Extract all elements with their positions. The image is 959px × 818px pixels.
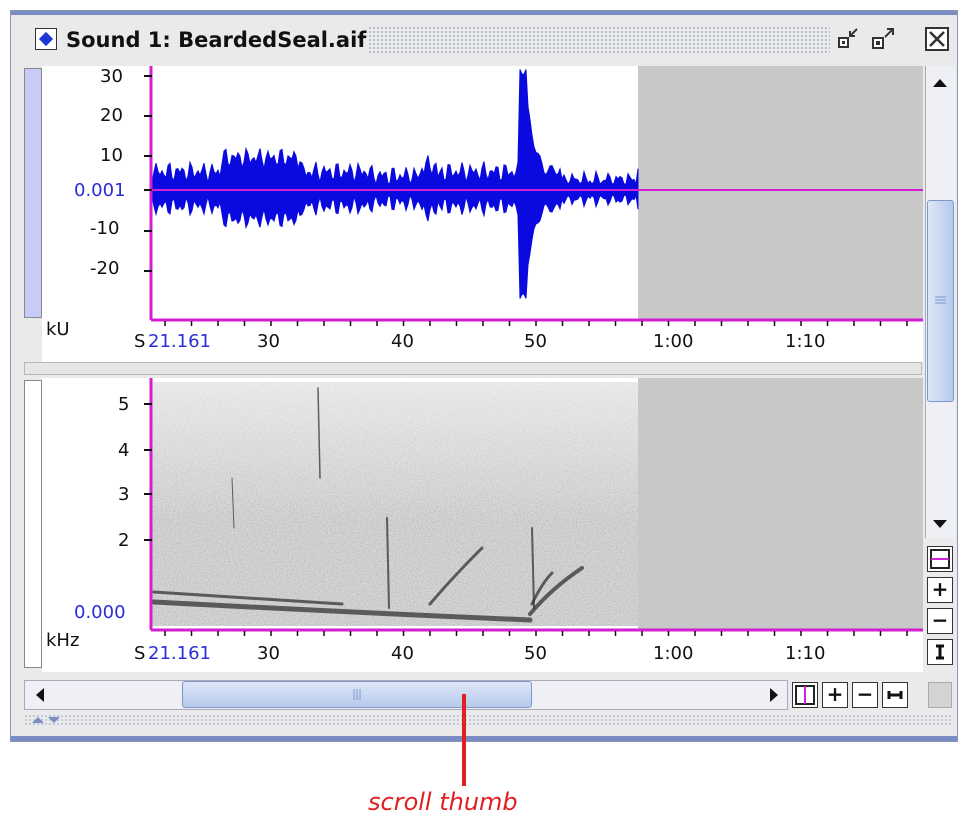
y-tick-label: 30 <box>100 66 123 87</box>
callout-pointer-line <box>462 694 466 786</box>
y-tick-label: 3 <box>118 484 130 505</box>
horizontal-zoom-out-button[interactable]: − <box>852 682 878 708</box>
y-tick-label: 10 <box>100 145 123 166</box>
grip-icon <box>353 689 361 700</box>
x-ticks <box>164 631 908 636</box>
scroll-up-icon[interactable] <box>927 70 953 96</box>
scroll-down-icon[interactable] <box>927 510 953 536</box>
scroll-left-icon[interactable] <box>28 682 52 708</box>
time-tick-label: 1:00 <box>653 331 694 352</box>
vertical-full-range-button[interactable] <box>927 639 953 665</box>
vertical-zoom-in-button[interactable]: + <box>927 577 953 603</box>
call-trace <box>528 566 584 616</box>
horizontal-zoom-in-button[interactable]: + <box>822 682 848 708</box>
call-trace <box>152 590 344 606</box>
x-ticks <box>164 321 908 326</box>
fit-vertical-icon <box>930 549 950 569</box>
y-tick-label-current: 0.001 <box>74 180 126 201</box>
unrecorded-region <box>638 66 923 320</box>
callout-label: scroll thumb <box>368 788 518 816</box>
seal-call-traces <box>151 387 584 623</box>
horizontal-fit-button[interactable] <box>792 682 818 708</box>
window-title: Sound 1: BeardedSeal.aif <box>66 28 367 52</box>
call-trace <box>386 517 390 609</box>
time-tick-label: 50 <box>524 643 547 664</box>
unit-label: kU <box>46 319 70 340</box>
y-tick-label: 5 <box>118 394 130 415</box>
vertical-fit-button[interactable] <box>927 546 953 572</box>
spectrogram-view[interactable]: 5 4 3 2 0.000 kHz S 21.161 30 40 50 1:00… <box>42 378 923 672</box>
y-tick-label: -10 <box>90 218 120 239</box>
close-icon[interactable] <box>922 24 952 54</box>
full-range-vertical-icon <box>936 644 944 660</box>
time-tick-label: 40 <box>391 331 414 352</box>
time-prefix: S <box>134 331 146 352</box>
unit-label: kHz <box>46 630 80 651</box>
y-tick-label: 20 <box>100 105 123 126</box>
maximize-icon[interactable] <box>868 24 898 54</box>
horizontal-scroll-thumb[interactable] <box>182 681 532 708</box>
spectrogram-plot <box>144 378 923 636</box>
scroll-right-icon[interactable] <box>762 682 786 708</box>
y-ticks <box>144 75 152 272</box>
call-trace <box>531 527 535 609</box>
horizontal-full-range-button[interactable] <box>882 682 908 708</box>
resize-grip[interactable] <box>24 714 952 726</box>
panel-divider[interactable] <box>24 362 922 375</box>
call-trace <box>428 546 484 606</box>
y-tick-label: 2 <box>118 530 130 551</box>
vertical-scroll-thumb[interactable] <box>927 200 954 402</box>
waveform-selection-strip[interactable] <box>24 68 42 318</box>
expand-collapse-icon[interactable] <box>30 713 70 725</box>
time-tick-label: 50 <box>524 331 547 352</box>
waveform-plot <box>144 66 923 326</box>
time-start: 21.161 <box>148 331 211 352</box>
fit-horizontal-icon <box>795 685 815 705</box>
y-tick-label: -20 <box>90 258 120 279</box>
time-start: 21.161 <box>148 643 211 664</box>
y-ticks <box>144 403 152 541</box>
call-trace <box>231 477 235 529</box>
full-range-horizontal-icon <box>887 691 903 699</box>
call-trace <box>151 599 533 623</box>
time-tick-label: 1:10 <box>785 643 826 664</box>
grip-icon <box>935 296 946 304</box>
y-tick-label-current: 0.000 <box>74 602 126 623</box>
call-trace <box>317 387 321 479</box>
vertical-zoom-out-button[interactable]: − <box>927 608 953 634</box>
time-tick-label: 40 <box>391 643 414 664</box>
waveform-trace <box>151 69 639 299</box>
spectrogram-selection-strip[interactable] <box>24 380 42 668</box>
time-prefix: S <box>134 643 146 664</box>
time-tick-label: 1:10 <box>785 331 826 352</box>
unrecorded-region <box>638 378 923 630</box>
y-tick-label: 4 <box>118 440 130 461</box>
title-bar-grip[interactable] <box>368 26 830 54</box>
corner-box <box>928 682 952 708</box>
time-tick-label: 30 <box>257 331 280 352</box>
minimize-icon[interactable] <box>832 24 862 54</box>
time-tick-label: 30 <box>257 643 280 664</box>
waveform-view[interactable]: 30 20 10 0.001 -10 -20 kU S 21.161 30 40… <box>42 66 923 362</box>
sound-document-icon <box>35 28 57 50</box>
time-tick-label: 1:00 <box>653 643 694 664</box>
spectrogram-fade <box>152 382 638 522</box>
